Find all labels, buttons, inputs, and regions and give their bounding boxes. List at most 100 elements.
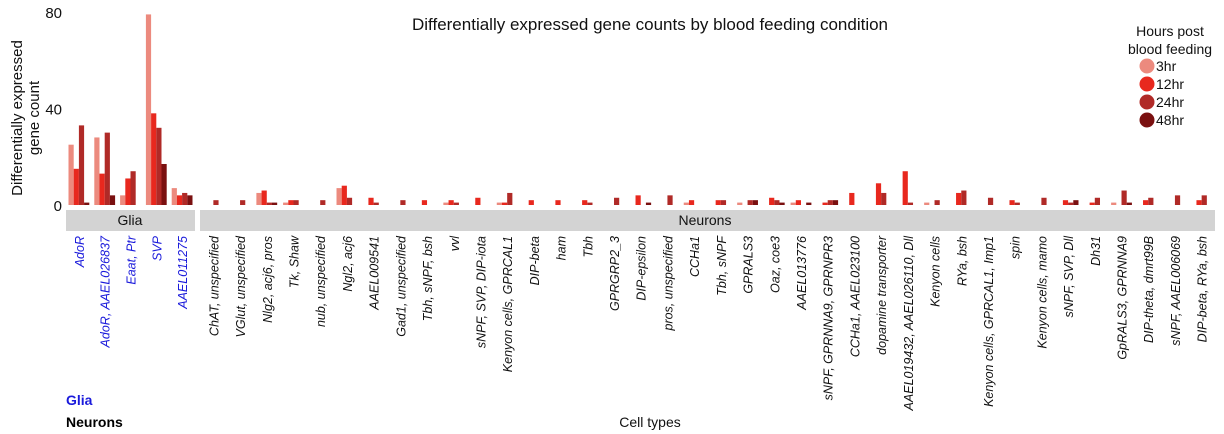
bar-12hr [368,197,374,205]
bar-group [443,200,459,205]
x-tick-label: Kenyon cells [929,236,943,307]
bar-24hr [1068,202,1074,205]
bar-24hr [346,197,353,205]
bar-24hr [293,200,299,205]
legend-label-24hr: 24hr [1156,94,1184,110]
bar-group [1196,195,1207,205]
bar-group [283,200,299,205]
bar-group [1062,200,1079,205]
bar-12hr [1143,200,1149,205]
bar-12hr [795,200,801,205]
bar-group [902,171,914,205]
bar-48hr [752,200,758,205]
bar-3hr [737,202,743,205]
bar-12hr [421,200,428,205]
bar-12hr [1062,200,1069,205]
y-axis-ticks: 0 40 80 [45,5,62,215]
bar-24hr [720,200,727,205]
bar-group [213,200,219,205]
bar-group [171,188,193,205]
bar-group [924,200,940,205]
bar-12hr [261,190,267,205]
bars [68,14,1207,205]
chart-title: Differentially expressed gene counts by … [412,15,888,34]
bar-12hr [501,202,508,205]
legend-label-12hr: 12hr [1156,76,1184,92]
x-tick-label: Kenyon cells, GPRCAL1, Imp1 [982,236,996,407]
x-tick-label: AAEL019432, AAEL026110, Dll [902,235,916,412]
bar-48hr [1126,202,1132,205]
bar-24hr [104,132,110,205]
bar-group [683,200,695,205]
x-tick-label: GpRALS3, GPRNNA9 [1116,236,1130,360]
bar-48hr [1073,200,1079,205]
bar-48hr [161,163,167,205]
bar-12hr [341,185,347,205]
bar-24hr [987,197,994,205]
x-tick-label: SVP [150,235,164,261]
bar-3hr [283,202,289,205]
y-axis-label: Differentially expressed gene count [9,40,43,196]
legend-swatch-48hr [1139,112,1155,128]
group-key-glia: Glia [66,392,93,408]
y-tick-label: 80 [45,5,62,22]
x-tick-label: GPRALS3 [742,236,756,294]
x-tick-label: VGlut, unspecified [234,235,248,337]
bar-group [528,200,534,205]
bar-3hr [94,137,100,205]
bar-group [1089,197,1101,205]
bar-group [336,185,353,205]
bar-12hr [715,200,721,205]
bar-48hr [779,202,785,205]
bar-24hr [614,197,620,205]
bar-12hr [73,168,79,205]
x-tick-label: Tbh, sNPF, bsh [421,236,435,321]
bar-group [582,200,593,205]
x-tick-label: Kenyon cells, GPRCAL1 [501,236,515,372]
bar-24hr [1201,195,1207,205]
bar-12hr [448,200,454,205]
bar-12hr [875,183,882,205]
bar-24hr [1148,197,1154,205]
x-tick-label: Tbh [581,236,595,258]
bar-group [1041,197,1047,205]
bar-24hr [156,127,162,205]
bar-group [667,195,673,205]
bar-24hr [1174,195,1181,205]
bar-48hr [806,202,812,205]
bar-group [987,197,994,205]
bar-24hr [587,202,593,205]
bar-24hr [1041,197,1047,205]
bar-group [1143,197,1154,205]
bar-12hr [176,195,183,205]
x-tick-label: Tk, Shaw [287,235,301,288]
x-tick-label: Tbh, sNPF [715,235,729,296]
x-tick-label: ham [555,236,569,260]
bar-24hr [373,202,379,205]
x-tick-label: sNPF, SVP, DIP-iota [474,236,488,348]
bar-3hr [790,202,796,205]
bar-24hr [881,192,887,205]
bar-3hr [120,195,126,205]
bar-12hr [1009,200,1015,205]
bar-12hr [902,171,908,205]
y-tick-label: 0 [54,198,62,215]
bar-group [368,197,379,205]
bar-48hr [271,202,278,205]
bar-12hr [769,197,775,205]
bar-group [769,197,785,205]
bar-24hr [130,171,136,205]
bar-3hr [443,202,449,205]
bar-group [240,200,246,205]
bar-24hr [266,202,272,205]
bar-48hr [109,195,116,205]
x-tick-labels: AdoR AdoR, AAEL026837 Eaat, Ptr SVP AAEL0112… [73,235,1210,412]
neurons-strip-label: Neurons [679,212,732,228]
bar-group [822,200,839,205]
bar-group [120,171,136,205]
legend-swatch-3hr [1139,58,1155,74]
bar-24hr [240,200,246,205]
bar-24hr [1094,197,1101,205]
bar-group [400,200,406,205]
x-tick-label: nub, unspecified [314,235,328,327]
